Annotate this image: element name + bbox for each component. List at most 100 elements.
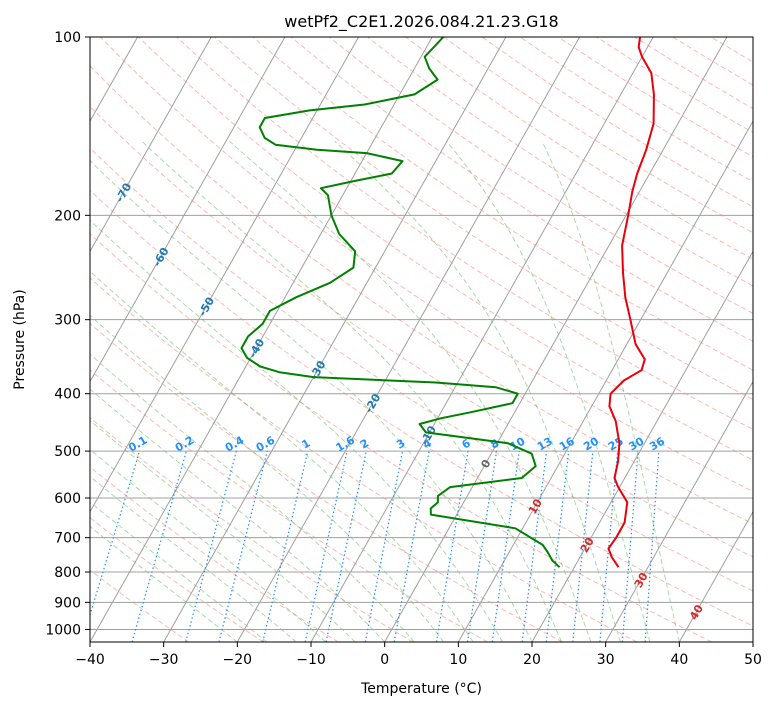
isotherm-line <box>0 10 6 654</box>
moist-adiabat-line <box>90 159 533 642</box>
x-tick-label: −30 <box>149 652 179 668</box>
series-lines <box>240 37 655 568</box>
x-tick-label: 50 <box>744 652 762 668</box>
x-axis-ticks: −40 −30 −20 −10 0 10 20 30 40 50 <box>75 642 762 668</box>
isotherm-label: -20 <box>362 391 383 415</box>
isotherm-label: -70 <box>113 181 134 205</box>
y-tick-label: 100 <box>54 30 81 46</box>
mixing-ratio-line <box>131 450 187 642</box>
dry-adiabat-line <box>90 189 753 627</box>
x-tick-label: −40 <box>75 652 105 668</box>
dry-adiabat-line <box>90 65 753 525</box>
isotherm-label: 40 <box>687 602 706 622</box>
y-tick-label: 900 <box>54 595 81 611</box>
mixing-ratio-line <box>364 450 404 642</box>
isotherm-label: -60 <box>150 245 171 269</box>
moist-adiabat-line <box>90 475 297 642</box>
x-tick-label: 0 <box>380 652 389 668</box>
dry-adiabat-line <box>138 37 753 461</box>
plot-frame <box>89 36 754 643</box>
isotherm-label: -30 <box>307 358 328 382</box>
x-tick-label: 10 <box>449 652 467 668</box>
dry-adiabat-line <box>672 37 753 86</box>
y-tick-label: 800 <box>54 565 81 581</box>
y-tick-label: 1000 <box>45 622 81 638</box>
dry-adiabat-line <box>90 277 638 642</box>
moist-adiabat-line <box>90 419 356 642</box>
dry-adiabat-line <box>90 569 190 642</box>
isotherm-line <box>605 380 753 642</box>
isotherm-label: -50 <box>196 295 217 319</box>
x-tick-label: −20 <box>223 652 253 668</box>
dry-adiabat-line <box>634 37 753 110</box>
isotherm-line <box>236 37 581 642</box>
dry-adiabat-line <box>90 369 488 642</box>
isotherm-line <box>457 120 753 642</box>
mixing-ratio-line <box>304 450 348 642</box>
y-tick-label: 500 <box>54 444 81 460</box>
y-tick-label: 600 <box>54 491 81 507</box>
dry-adiabat-line <box>328 37 753 314</box>
dry-adiabat-line <box>90 147 753 592</box>
dry-adiabat-line <box>90 517 264 642</box>
dry-adiabat-line <box>290 37 753 343</box>
y-tick-label: 200 <box>54 208 81 224</box>
isotherm-label: -80 <box>68 129 89 153</box>
mixing-ratio-line <box>545 451 570 642</box>
dewpoint-profile-line <box>240 37 561 568</box>
mixing-ratio-line <box>185 450 237 642</box>
dry-adiabat-line <box>214 37 753 400</box>
dry-adiabat-line <box>90 466 339 642</box>
mixing-ratio-line <box>90 450 141 617</box>
y-axis-ticks: 100 200 300 400 500 600 700 800 900 1000 <box>45 30 90 638</box>
dry-adiabat-line <box>252 37 753 371</box>
isotherm-label: 10 <box>526 496 545 516</box>
mixing-ratio-label: 3 <box>394 437 407 452</box>
y-tick-label: 400 <box>54 387 81 403</box>
mixing-ratio-line <box>644 451 660 642</box>
dry-adiabat-line <box>710 37 753 63</box>
dry-adiabat-line <box>90 417 414 642</box>
dry-adiabat-line <box>596 37 753 134</box>
x-tick-label: 30 <box>597 652 615 668</box>
mixing-ratio-line <box>435 451 469 642</box>
mixing-ratio-line <box>491 451 520 642</box>
chart-title: wetPf2_C2E1.2026.084.21.23.G18 <box>284 12 558 32</box>
isotherm-line <box>90 37 360 513</box>
mixing-ratio-line <box>262 450 309 642</box>
x-axis-label: Temperature (°C) <box>360 681 482 697</box>
isotherm-line <box>678 510 753 642</box>
isotherm-label: 0 <box>478 457 493 470</box>
moist-adiabat-line <box>446 140 651 642</box>
dry-adiabat-line <box>176 37 753 430</box>
moist-adiabat-line <box>90 448 327 642</box>
y-axis-label: Pressure (hPa) <box>12 289 28 389</box>
y-tick-label: 700 <box>54 531 81 547</box>
isotherm-line <box>310 37 654 642</box>
mixing-ratio-line <box>393 450 430 642</box>
dry-adiabat-line <box>367 37 753 287</box>
isotherm-line <box>90 37 212 253</box>
isotherm-line <box>163 37 507 642</box>
background-lines <box>0 10 753 654</box>
isotherm-label: -90 <box>18 89 39 113</box>
isotherm-line <box>90 37 139 123</box>
isotherm-line <box>90 37 286 383</box>
mixing-ratio-line <box>466 451 498 642</box>
isotherm-line <box>752 640 753 642</box>
x-tick-label: 20 <box>523 652 541 668</box>
dry-adiabat-line <box>90 322 563 642</box>
x-tick-label: −10 <box>296 652 326 668</box>
mixing-ratio-line <box>325 450 367 642</box>
y-tick-label: 300 <box>54 313 81 329</box>
mixing-ratio-line <box>218 450 268 642</box>
isotherm-line <box>531 250 753 642</box>
isotherm-line <box>90 37 433 642</box>
dry-adiabat-line <box>90 233 712 642</box>
mixing-ratio-label: 2 <box>358 437 371 452</box>
isotherm-label: -40 <box>246 336 267 360</box>
dry-adiabat-line <box>519 37 753 183</box>
x-tick-label: 40 <box>670 652 688 668</box>
isotherm-line <box>384 37 728 642</box>
